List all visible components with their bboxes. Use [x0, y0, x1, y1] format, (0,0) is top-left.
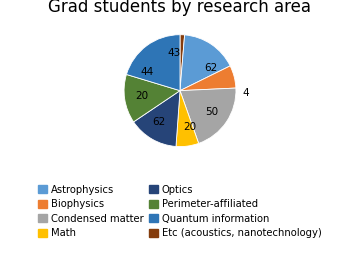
Title: Grad students by research area: Grad students by research area: [49, 0, 311, 16]
Wedge shape: [180, 35, 230, 91]
Text: 43: 43: [168, 48, 181, 58]
Wedge shape: [124, 74, 180, 122]
Text: 50: 50: [205, 107, 218, 117]
Text: 62: 62: [152, 117, 165, 127]
Text: 20: 20: [183, 123, 196, 133]
Wedge shape: [176, 91, 199, 147]
Wedge shape: [134, 91, 180, 146]
Text: 20: 20: [136, 91, 149, 101]
Wedge shape: [126, 35, 180, 91]
Text: 44: 44: [140, 67, 154, 77]
Wedge shape: [180, 35, 185, 91]
Text: 4: 4: [243, 88, 249, 98]
Legend: Astrophysics, Biophysics, Condensed matter, Math, Optics, Perimeter-affiliated, : Astrophysics, Biophysics, Condensed matt…: [34, 181, 326, 242]
Text: 62: 62: [204, 63, 217, 73]
Wedge shape: [180, 66, 236, 91]
Wedge shape: [180, 88, 236, 143]
